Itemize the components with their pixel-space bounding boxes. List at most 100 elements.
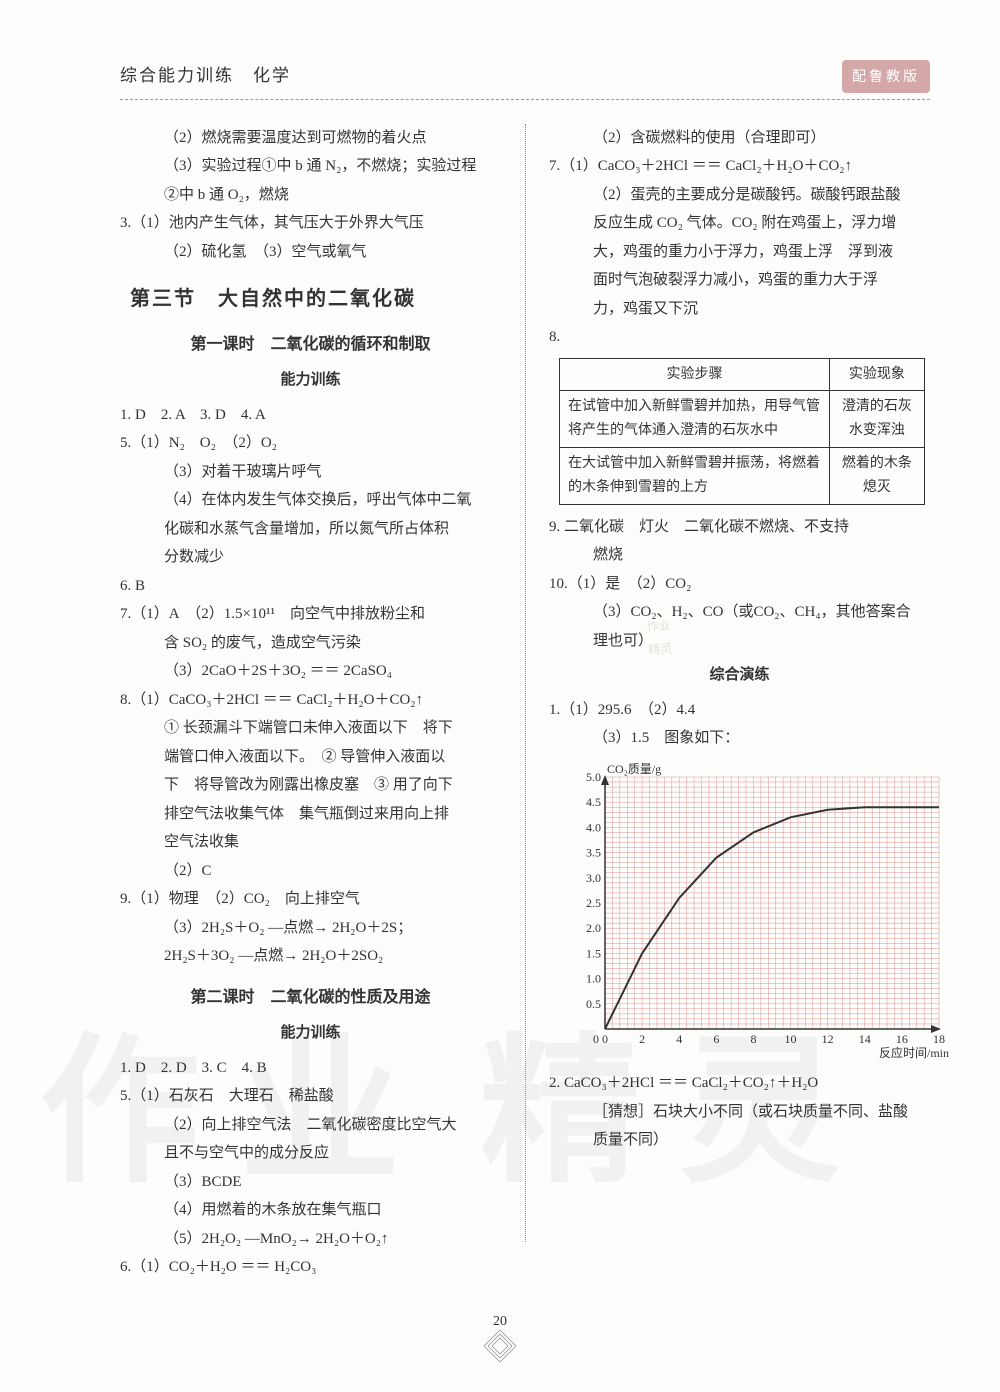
text-line: （4）用燃着的木条放在集气瓶口 bbox=[120, 1196, 501, 1225]
chart-svg: 0 2 4 6 8 10 12 14 16 18 0.5 1.0 1.5 2.0 2.5 3.0 3.5 4.0 4… bbox=[569, 759, 949, 1059]
subsection-title: 第一课时 二氧化碳的循环和制取 bbox=[120, 330, 501, 360]
table-row: 在试管中加入新鲜雪碧并加热，用导气管将产生的气体通入澄清的石灰水中 澄清的石灰水… bbox=[560, 391, 925, 448]
text-line: （4）在体内发生气体交换后，呼出气体中二氧 bbox=[120, 486, 501, 515]
svg-text:3.0: 3.0 bbox=[586, 870, 601, 884]
svg-text:4.5: 4.5 bbox=[586, 795, 601, 809]
text-line: 7.（1）A （2）1.5×10¹¹ 向空气中排放粉尘和 bbox=[120, 600, 501, 629]
text-line: 6.（1）CO₂＋H₂O ＝＝ H₂CO₃ bbox=[120, 1253, 501, 1282]
svg-text:0.5: 0.5 bbox=[586, 996, 601, 1010]
text-line: （2）含碳燃料的使用（合理即可） bbox=[549, 124, 930, 153]
svg-text:3.5: 3.5 bbox=[586, 845, 601, 859]
experiment-table: 实验步骤 实验现象 在试管中加入新鲜雪碧并加热，用导气管将产生的气体通入澄清的石… bbox=[559, 358, 925, 505]
text-line: 面时气泡破裂浮力减小，鸡蛋的重力大于浮 bbox=[549, 266, 930, 295]
co2-mass-chart: 0246810121416180.51.01.52.02.53.03.54.04… bbox=[569, 759, 930, 1070]
text-line: 2. CaCO₃＋2HCl ＝＝ CaCl₂＋CO₂↑＋H₂O bbox=[549, 1069, 930, 1098]
text-line: （3）2CaO＋2S＋3O₂ ＝＝ 2CaSO₄ bbox=[120, 657, 501, 686]
text-line: 2H₂S＋3O₂ —点燃→ 2H₂O＋2SO₂ bbox=[120, 942, 501, 971]
svg-text:10: 10 bbox=[785, 1032, 797, 1046]
text-line: 9. 二氧化碳 灯火 二氧化碳不燃烧、不支持 bbox=[549, 513, 930, 542]
text-line: （2）C bbox=[120, 857, 501, 886]
page-number: 20 bbox=[480, 1309, 520, 1366]
text-line: ① 长颈漏斗下端管口未伸入液面以下 将下 bbox=[120, 714, 501, 743]
svg-text:2.0: 2.0 bbox=[586, 921, 601, 935]
page-header: 综合能力训练 化学 配鲁教版 bbox=[120, 60, 930, 100]
text-line: 7.（1）CaCO₃＋2HCl ＝＝ CaCl₂＋H₂O＋CO₂↑ bbox=[549, 152, 930, 181]
table-cell: 在试管中加入新鲜雪碧并加热，用导气管将产生的气体通入澄清的石灰水中 bbox=[560, 391, 830, 448]
svg-text:6: 6 bbox=[713, 1032, 719, 1046]
text-line: 8. bbox=[549, 323, 930, 352]
text-line: 3.（1）池内产生气体，其气压大于外界大气压 bbox=[120, 209, 501, 238]
text-line: 5.（1）N₂ O₂ （2）O₂ bbox=[120, 429, 501, 458]
text-line: 排空气法收集气体 集气瓶倒过来用向上排 bbox=[120, 800, 501, 829]
text-line: 9.（1）物理 （2）CO₂ 向上排空气 bbox=[120, 885, 501, 914]
text-line: 燃烧 bbox=[549, 541, 930, 570]
left-column: （2）燃烧需要温度达到可燃物的着火点 （3）实验过程①中 b 通 N₂，不燃烧；… bbox=[120, 124, 525, 1282]
svg-text:5.0: 5.0 bbox=[586, 770, 601, 784]
text-line: （5）2H₂O₂ —MnO₂→ 2H₂O＋O₂↑ bbox=[120, 1225, 501, 1254]
practice-heading: 能力训练 bbox=[120, 366, 501, 395]
practice-heading: 能力训练 bbox=[120, 1019, 501, 1048]
text-line: 下 将导管改为刚露出橡皮塞 ③ 用了向下 bbox=[120, 771, 501, 800]
text-line: 分数减少 bbox=[120, 543, 501, 572]
svg-text:14: 14 bbox=[859, 1032, 871, 1046]
svg-text:2.5: 2.5 bbox=[586, 896, 601, 910]
text-line: ②中 b 通 O₂，燃烧 bbox=[120, 181, 501, 210]
text-line: （3）实验过程①中 b 通 N₂，不燃烧；实验过程 bbox=[120, 152, 501, 181]
text-line: 10.（1）是 （2）CO₂ bbox=[549, 570, 930, 599]
table-header: 实验步骤 bbox=[560, 358, 830, 391]
svg-text:1.5: 1.5 bbox=[586, 946, 601, 960]
text-line: （3）1.5 图象如下： bbox=[549, 724, 930, 753]
svg-text:2: 2 bbox=[639, 1032, 645, 1046]
section-title: 第三节 大自然中的二氧化碳 bbox=[130, 280, 501, 318]
svg-text:反应时间/min: 反应时间/min bbox=[879, 1045, 949, 1059]
content-columns: （2）燃烧需要温度达到可燃物的着火点 （3）实验过程①中 b 通 N₂，不燃烧；… bbox=[120, 124, 930, 1282]
text-line: 5.（1）石灰石 大理石 稀盐酸 bbox=[120, 1082, 501, 1111]
column-divider bbox=[525, 124, 526, 1242]
right-column: （2）含碳燃料的使用（合理即可） 7.（1）CaCO₃＋2HCl ＝＝ CaCl… bbox=[525, 124, 930, 1282]
text-line: 理也可） bbox=[549, 627, 930, 656]
comprehensive-heading: 综合演练 bbox=[549, 661, 930, 690]
svg-text:0: 0 bbox=[602, 1032, 608, 1046]
svg-text:18: 18 bbox=[933, 1032, 945, 1046]
text-line: （2）燃烧需要温度达到可燃物的着火点 bbox=[120, 124, 501, 153]
text-line: 且不与空气中的成分反应 bbox=[120, 1139, 501, 1168]
text-line: 1. D 2. A 3. D 4. A bbox=[120, 401, 501, 430]
text-line: 反应生成 CO₂ 气体。CO₂ 附在鸡蛋上，浮力增 bbox=[549, 209, 930, 238]
text-line: 6. B bbox=[120, 572, 501, 601]
table-header-row: 实验步骤 实验现象 bbox=[560, 358, 925, 391]
svg-text:1.0: 1.0 bbox=[586, 971, 601, 985]
text-line: （3）CO₂、H₂、CO（或CO₂、CH₄，其他答案合 bbox=[549, 598, 930, 627]
svg-text:CO₂质量/g: CO₂质量/g bbox=[607, 762, 661, 776]
svg-text:4: 4 bbox=[676, 1032, 682, 1046]
svg-text:16: 16 bbox=[896, 1032, 908, 1046]
text-line: 含 SO₂ 的废气，造成空气污染 bbox=[120, 629, 501, 658]
text-line: 质量不同） bbox=[549, 1126, 930, 1155]
text-line: ［猜想］石块大小不同（或石块质量不同、盐酸 bbox=[549, 1098, 930, 1127]
text-line: 大，鸡蛋的重力小于浮力，鸡蛋上浮 浮到液 bbox=[549, 238, 930, 267]
table-cell: 在大试管中加入新鲜雪碧并振荡，将燃着的木条伸到雪碧的上方 bbox=[560, 447, 830, 504]
table-row: 在大试管中加入新鲜雪碧并振荡，将燃着的木条伸到雪碧的上方 燃着的木条熄灭 bbox=[560, 447, 925, 504]
text-line: 1. D 2. D 3. C 4. B bbox=[120, 1054, 501, 1083]
text-line: 空气法收集 bbox=[120, 828, 501, 857]
svg-text:8: 8 bbox=[750, 1032, 756, 1046]
text-line: 力，鸡蛋又下沉 bbox=[549, 295, 930, 324]
svg-text:0: 0 bbox=[593, 1032, 599, 1046]
svg-text:12: 12 bbox=[822, 1032, 834, 1046]
doc-title: 综合能力训练 化学 bbox=[120, 60, 291, 92]
table-header: 实验现象 bbox=[829, 358, 924, 391]
text-line: 8.（1）CaCO₃＋2HCl ＝＝ CaCl₂＋H₂O＋CO₂↑ bbox=[120, 686, 501, 715]
text-line: （2）硫化氢 （3）空气或氧气 bbox=[120, 238, 501, 267]
page-number-value: 20 bbox=[493, 1314, 507, 1329]
subsection-title: 第二课时 二氧化碳的性质及用途 bbox=[120, 983, 501, 1013]
table-cell: 燃着的木条熄灭 bbox=[829, 447, 924, 504]
text-line: （3）2H₂S＋O₂ —点燃→ 2H₂O＋2S； bbox=[120, 914, 501, 943]
text-line: （2）向上排空气法 二氧化碳密度比空气大 bbox=[120, 1111, 501, 1140]
svg-text:4.0: 4.0 bbox=[586, 820, 601, 834]
text-line: （3）对着干玻璃片呼气 bbox=[120, 458, 501, 487]
text-line: （3）BCDE bbox=[120, 1168, 501, 1197]
text-line: 端管口伸入液面以下。 ② 导管伸入液面以 bbox=[120, 743, 501, 772]
edition-badge: 配鲁教版 bbox=[842, 60, 930, 93]
text-line: （2）蛋壳的主要成分是碳酸钙。碳酸钙跟盐酸 bbox=[549, 181, 930, 210]
text-line: 化碳和水蒸气含量增加，所以氮气所占体积 bbox=[120, 515, 501, 544]
table-cell: 澄清的石灰水变浑浊 bbox=[829, 391, 924, 448]
